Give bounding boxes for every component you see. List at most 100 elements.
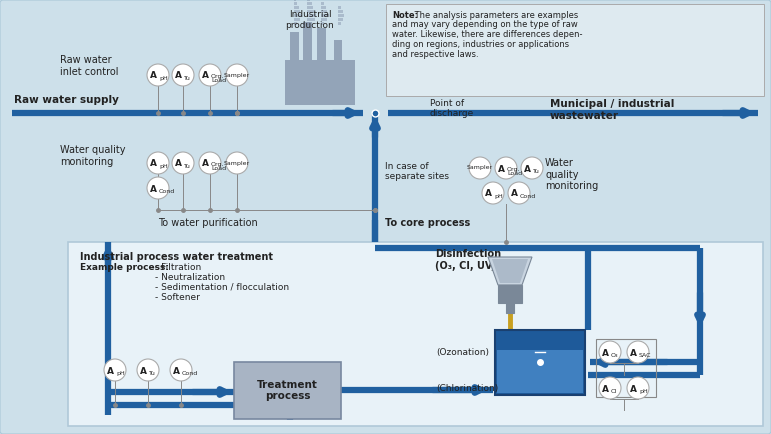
- Text: Org.
Load: Org. Load: [211, 74, 226, 83]
- Text: and may vary depending on the type of raw: and may vary depending on the type of ra…: [392, 20, 577, 29]
- Text: and respective laws.: and respective laws.: [392, 50, 479, 59]
- Bar: [307, 2, 311, 5]
- Text: pH: pH: [159, 76, 168, 81]
- Bar: [307, 18, 315, 21]
- Circle shape: [147, 64, 169, 86]
- Text: - Filtration: - Filtration: [155, 263, 201, 272]
- Text: Org.
Load: Org. Load: [507, 167, 522, 176]
- Text: To water purification: To water purification: [158, 218, 258, 228]
- Text: Tu: Tu: [533, 169, 540, 174]
- Text: A: A: [150, 184, 157, 194]
- Text: - Neutralization: - Neutralization: [155, 273, 225, 282]
- Text: (Ozonation): (Ozonation): [436, 348, 489, 356]
- Circle shape: [599, 341, 621, 363]
- Circle shape: [172, 152, 194, 174]
- FancyBboxPatch shape: [234, 362, 341, 419]
- Circle shape: [469, 157, 491, 179]
- Bar: [294, 6, 298, 9]
- Text: A: A: [485, 190, 492, 198]
- Circle shape: [226, 64, 248, 86]
- Text: A: A: [511, 190, 518, 198]
- Bar: [285, 60, 355, 105]
- Bar: [317, 28, 326, 60]
- Text: Cond: Cond: [159, 189, 175, 194]
- FancyBboxPatch shape: [68, 242, 763, 426]
- Polygon shape: [492, 259, 528, 283]
- Text: A: A: [150, 160, 157, 168]
- Text: Disinfection
(O₃, Cl, UV, ...): Disinfection (O₃, Cl, UV, ...): [435, 249, 514, 271]
- Bar: [338, 22, 341, 25]
- Bar: [338, 14, 344, 17]
- Text: pH: pH: [494, 194, 503, 199]
- Text: Tu: Tu: [149, 371, 156, 376]
- Text: Cond: Cond: [182, 371, 198, 376]
- Text: Raw water supply: Raw water supply: [14, 95, 119, 105]
- Polygon shape: [488, 257, 532, 285]
- Circle shape: [508, 182, 530, 204]
- Bar: [307, 10, 315, 13]
- FancyBboxPatch shape: [386, 4, 764, 96]
- Bar: [294, 2, 297, 5]
- Text: ding on regions, industries or applications: ding on regions, industries or applicati…: [392, 40, 569, 49]
- Circle shape: [627, 341, 649, 363]
- Bar: [290, 32, 299, 60]
- Bar: [307, 0, 310, 1]
- Text: Cond: Cond: [520, 194, 537, 199]
- Text: - Sedimentation / flocculation: - Sedimentation / flocculation: [155, 283, 289, 292]
- Circle shape: [104, 359, 126, 381]
- Circle shape: [147, 177, 169, 199]
- Text: Water quality
monitoring: Water quality monitoring: [60, 145, 126, 167]
- Circle shape: [495, 157, 517, 179]
- Text: A: A: [602, 349, 609, 358]
- Bar: [495, 330, 585, 395]
- Bar: [321, 18, 327, 21]
- Text: Point of
discharge: Point of discharge: [430, 99, 474, 118]
- Text: Industrial process water treatment: Industrial process water treatment: [80, 252, 273, 262]
- Bar: [334, 40, 342, 60]
- Circle shape: [599, 377, 621, 399]
- Text: Org.
Load: Org. Load: [211, 162, 226, 171]
- Text: A: A: [498, 164, 505, 174]
- Text: Industrial
production: Industrial production: [285, 10, 335, 30]
- Text: Municipal / industrial
wastewater: Municipal / industrial wastewater: [550, 99, 675, 121]
- Text: A: A: [630, 349, 637, 358]
- Circle shape: [627, 377, 649, 399]
- Circle shape: [521, 157, 543, 179]
- Text: Treatment
process: Treatment process: [257, 380, 318, 401]
- Bar: [307, 22, 310, 25]
- Bar: [294, 22, 297, 25]
- Circle shape: [172, 64, 194, 86]
- Circle shape: [147, 152, 169, 174]
- Text: Sampler: Sampler: [467, 165, 493, 171]
- Bar: [307, 14, 316, 17]
- Text: A: A: [175, 72, 182, 80]
- Text: O₃: O₃: [611, 353, 618, 358]
- Text: Raw water
inlet control: Raw water inlet control: [60, 55, 119, 76]
- Bar: [294, 14, 301, 17]
- Circle shape: [137, 359, 159, 381]
- Text: Sampler: Sampler: [224, 161, 250, 165]
- Circle shape: [226, 152, 248, 174]
- Text: Water
quality
monitoring: Water quality monitoring: [545, 158, 598, 191]
- Bar: [321, 10, 327, 13]
- Bar: [506, 303, 514, 313]
- Bar: [303, 22, 312, 60]
- Text: (Chlorination): (Chlorination): [436, 384, 498, 392]
- Text: SAC: SAC: [639, 353, 651, 358]
- Bar: [497, 350, 583, 393]
- Text: A: A: [524, 164, 531, 174]
- Circle shape: [170, 359, 192, 381]
- Text: A: A: [140, 366, 147, 375]
- Text: A: A: [150, 72, 157, 80]
- Bar: [338, 18, 342, 21]
- Text: A: A: [202, 160, 209, 168]
- Circle shape: [482, 182, 504, 204]
- Bar: [321, 22, 324, 25]
- Text: - Softener: - Softener: [155, 293, 200, 302]
- Text: A: A: [202, 72, 209, 80]
- Text: pH: pH: [116, 371, 125, 376]
- Bar: [307, 6, 313, 9]
- Bar: [338, 10, 342, 13]
- Text: A: A: [173, 366, 180, 375]
- Text: A: A: [602, 385, 609, 394]
